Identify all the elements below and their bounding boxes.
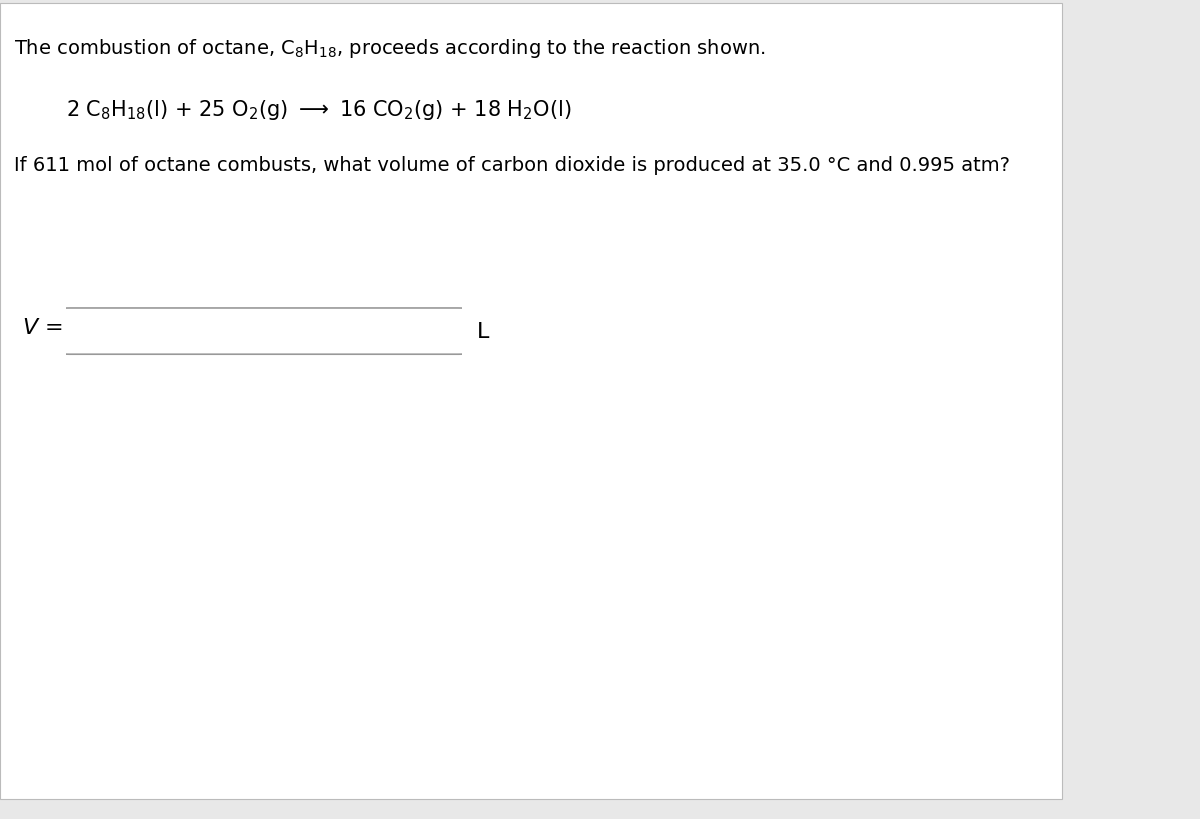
Text: 2 C$_8$H$_{18}$(l) + 25 O$_2$(g) $\longrightarrow$ 16 CO$_2$(g) + 18 H$_2$O(l): 2 C$_8$H$_{18}$(l) + 25 O$_2$(g) $\longr… — [66, 98, 571, 122]
Text: The combustion of octane, C$_8$H$_{18}$, proceeds according to the reaction show: The combustion of octane, C$_8$H$_{18}$,… — [14, 37, 766, 60]
FancyBboxPatch shape — [62, 309, 466, 355]
Text: L: L — [476, 322, 488, 342]
Text: $V$ =: $V$ = — [22, 318, 62, 337]
Text: If 611 mol of octane combusts, what volume of carbon dioxide is produced at 35.0: If 611 mol of octane combusts, what volu… — [14, 156, 1010, 174]
